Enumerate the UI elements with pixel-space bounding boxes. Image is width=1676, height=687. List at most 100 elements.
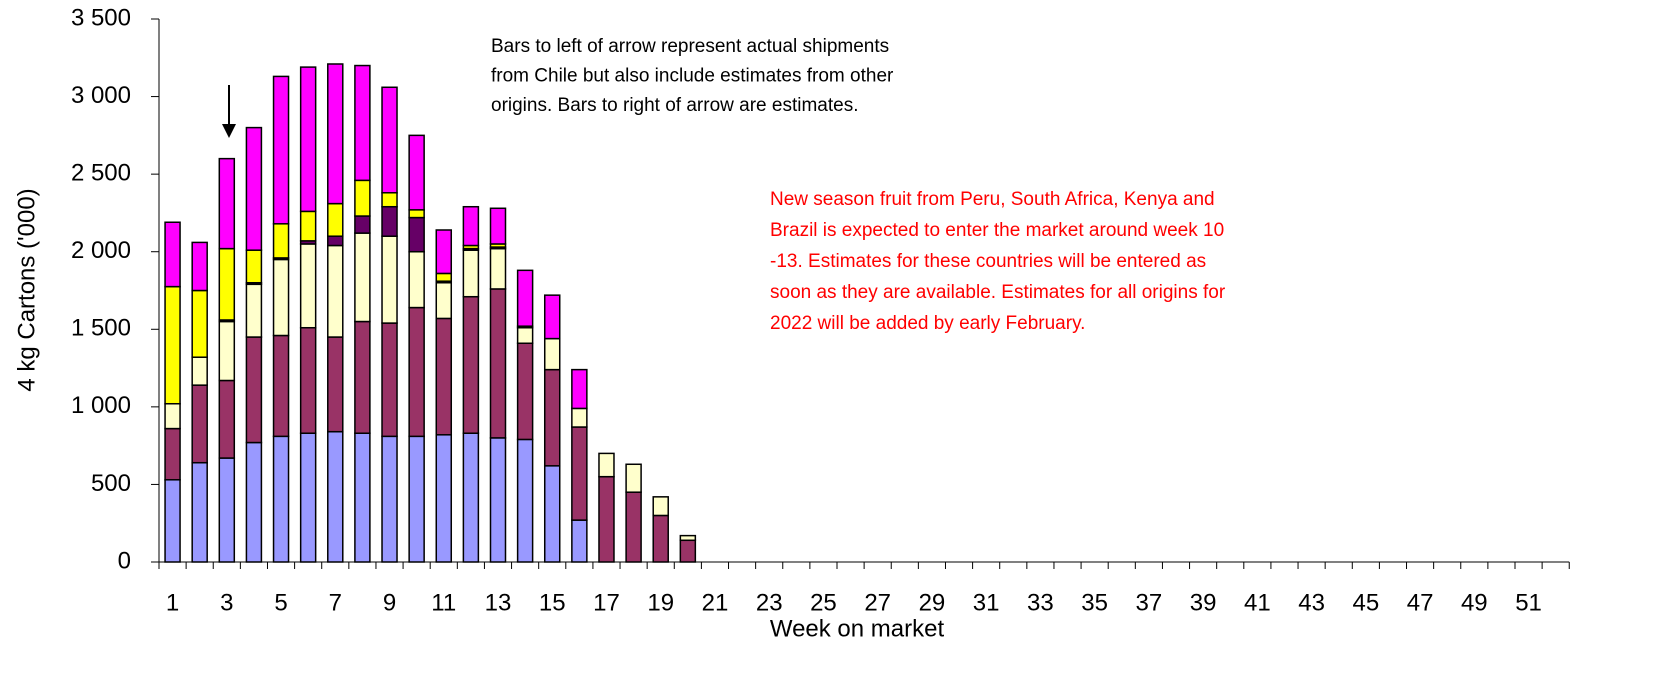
x-tick-label: 31 [973,589,1000,616]
x-tick-label: 51 [1515,589,1542,616]
x-tick-label: 25 [810,589,837,616]
bar-segment [327,63,344,205]
bar-segment [679,534,697,542]
bar-segment [164,221,181,288]
bar-segment [299,432,317,563]
x-tick-label: 19 [647,589,674,616]
bar-segment [299,210,317,242]
bar-segment [543,294,561,340]
bar-segment [408,134,425,211]
bar-segment [408,209,425,219]
annotation-line: Brazil is expected to enter the market a… [770,220,1224,241]
x-tick-label: 35 [1081,589,1108,616]
bar-segment [543,368,561,467]
bar-segment [625,491,642,563]
x-tick-label: 27 [864,589,891,616]
annotation-line: origins. Bars to right of arrow are esti… [491,95,858,116]
bar-segment [245,249,263,284]
arrow-head [222,124,236,138]
y-tick-label: 3 000 [71,82,131,109]
x-tick-label: 15 [539,589,566,616]
x-tick-label: 9 [383,589,396,616]
bar-segment [516,269,534,327]
y-tick-label: 0 [118,547,131,574]
x-tick-label: 13 [485,589,512,616]
y-tick-label: 3 500 [71,4,131,31]
bar-segment [354,179,371,217]
x-tick-label: 29 [919,589,946,616]
x-tick-label: 47 [1407,589,1434,616]
annotation-line: -13. Estimates for these countries will … [770,251,1206,272]
bar-segment [516,326,534,344]
bar-segment [462,249,480,298]
bar-segment [571,426,588,521]
bar-segment [245,283,263,338]
bar-segment [543,465,561,563]
bar-segment [381,205,398,237]
bar-segment [354,320,371,434]
bar-segment [327,235,344,247]
bar-segment [327,202,344,237]
x-tick-label: 37 [1136,589,1163,616]
annotation-line: from Chile but also include estimates fr… [491,66,894,87]
bar-segment [543,337,561,371]
bar-segment [435,229,453,275]
bar-segment [164,285,181,405]
bar-segment [408,216,425,253]
bar-segment [381,235,398,324]
bar-segment [435,317,453,436]
bar-segment [218,157,236,250]
x-tick-label: 5 [274,589,287,616]
annotation-line: 2022 will be added by early February. [770,313,1085,334]
bar-segment [652,514,669,563]
bar-segment [598,452,615,478]
y-tick-label: 2 500 [71,159,131,186]
y-tick-label: 1 500 [71,315,131,342]
x-tick-label: 11 [431,589,456,616]
bar-segment [652,496,669,517]
bar-segment [571,368,588,410]
bar-segment [191,461,208,563]
bar-segment [489,437,507,563]
x-axis-label: Week on market [770,615,945,642]
x-tick-label: 49 [1461,589,1488,616]
bar-segment [272,75,290,225]
bar-segment [272,258,290,337]
x-tick-label: 1 [166,589,179,616]
bar-segment [408,250,425,309]
bar-segment [354,215,371,234]
bar-segment [327,244,344,338]
bar-segment [272,223,290,259]
bar-segment [489,247,507,290]
x-tick-label: 43 [1298,589,1325,616]
bar-segment [272,334,290,438]
bar-segment [191,289,208,358]
bar-segment [679,539,697,563]
y-tick-label: 1 000 [71,392,131,419]
x-tick-label: 33 [1027,589,1054,616]
x-tick-label: 45 [1352,589,1379,616]
bar-segment [245,441,263,563]
x-tick-label: 39 [1190,589,1217,616]
y-tick-label: 2 000 [71,237,131,264]
bar-segment [245,126,263,251]
x-tick-label: 3 [220,589,233,616]
bar-segment [571,519,588,563]
bar-segment [381,322,398,438]
bar-segment [299,326,317,434]
bar-segment [191,356,208,386]
bar-segment [218,379,236,459]
bar-segment [408,306,425,438]
bar-segment [435,434,453,563]
bar-segment [327,336,344,433]
bar-segment [516,438,534,563]
x-tick-label: 17 [593,589,620,616]
bar-segment [164,427,181,481]
bar-segment [381,192,398,208]
x-tick-label: 41 [1244,589,1271,616]
annotation-line: soon as they are available. Estimates fo… [770,282,1226,303]
bar-segment [299,66,317,213]
bar-segment [435,272,453,282]
